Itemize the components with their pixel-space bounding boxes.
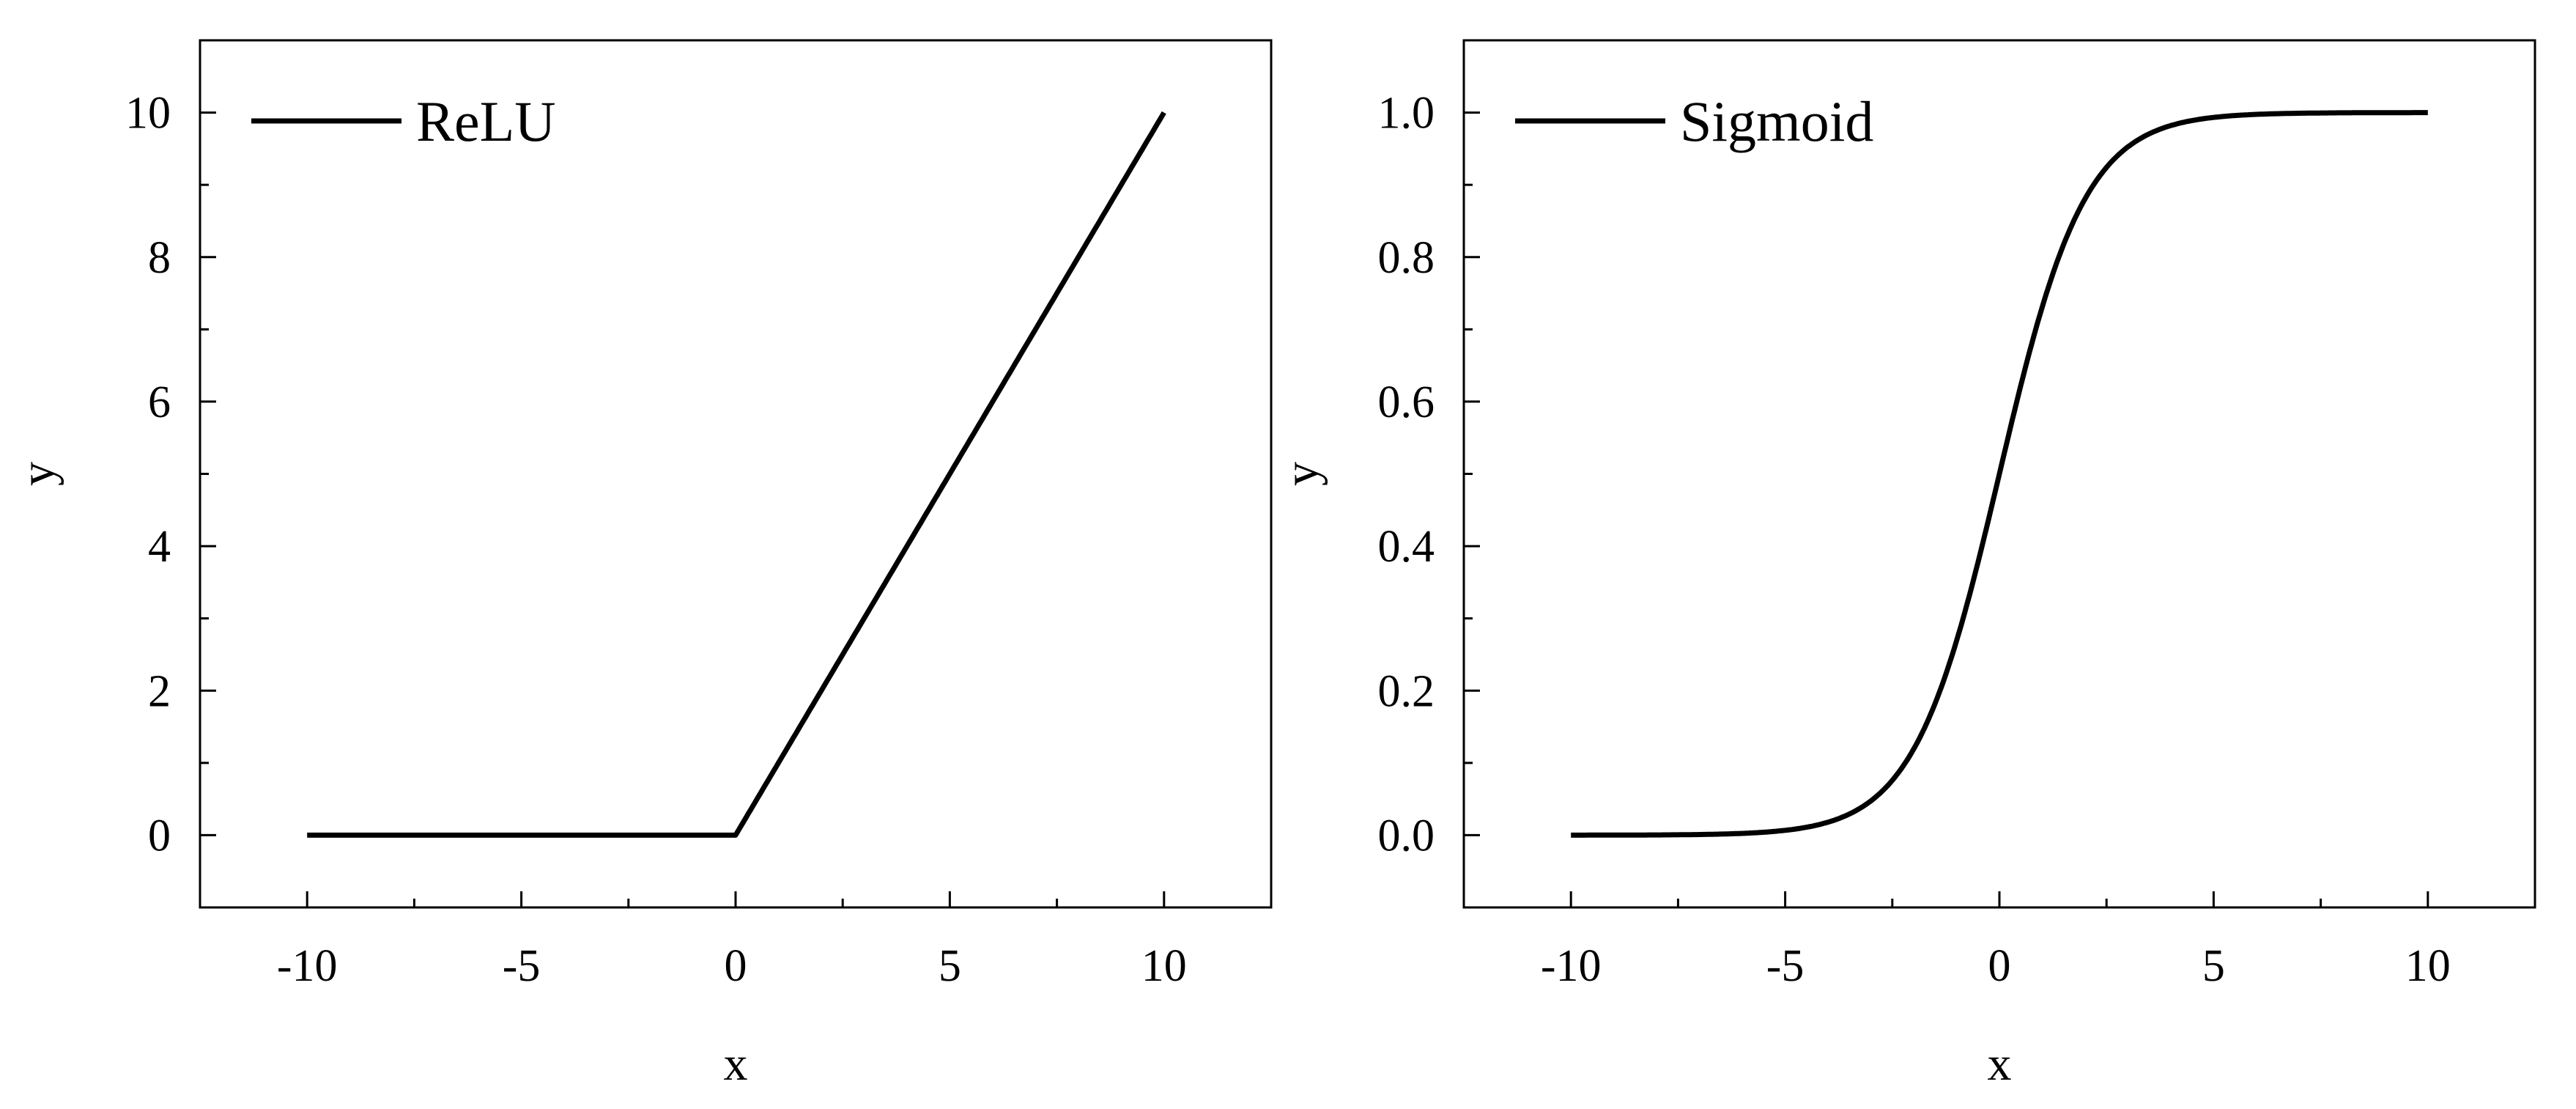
x-tick-label: -5 <box>1766 941 1805 991</box>
relu-panel: -10 -5 0 5 10 0 2 4 6 8 10 x y ReLU <box>11 39 1273 1091</box>
x-tick-label: -10 <box>1541 941 1602 991</box>
y-tick-label: 0.6 <box>1378 377 1435 427</box>
x-tick-label: 10 <box>1141 941 1187 991</box>
y-tick-label: 0 <box>148 811 171 861</box>
series-line-relu <box>306 111 1166 838</box>
y-tick-label: 0.2 <box>1378 666 1435 716</box>
y-tick-label: 6 <box>148 377 171 427</box>
legend-label: ReLU <box>416 89 556 153</box>
x-tick-label: 10 <box>2405 941 2451 991</box>
y-axis-label: y <box>1275 462 1328 486</box>
y-tick-label: 8 <box>148 233 171 283</box>
x-axis-label: x <box>724 1037 748 1091</box>
x-tick-label: 5 <box>939 941 961 991</box>
x-tick-label: 0 <box>725 941 747 991</box>
plot-frame <box>199 39 1273 909</box>
legend-label: Sigmoid <box>1680 89 1873 153</box>
x-tick-label: -5 <box>503 941 541 991</box>
y-axis-label: y <box>11 462 64 486</box>
sigmoid-panel: -10 -5 0 5 10 0.0 0.2 0.4 0.6 0.8 1.0 x y Sigmoid <box>1275 39 2536 1091</box>
x-axis-label: x <box>1988 1037 2012 1091</box>
x-tick-label: 0 <box>1988 941 2011 991</box>
y-tick-label: 1.0 <box>1378 89 1435 139</box>
y-tick-label: 0.4 <box>1378 522 1435 572</box>
y-tick-label: 10 <box>125 89 171 139</box>
y-tick-label: 4 <box>148 522 171 572</box>
series-line-sigmoid <box>1570 110 2429 838</box>
x-tick-label: -10 <box>277 941 338 991</box>
y-tick-label: 2 <box>148 666 171 716</box>
y-tick-label: 0.0 <box>1378 811 1435 861</box>
x-tick-label: 5 <box>2202 941 2225 991</box>
y-tick-label: 0.8 <box>1378 233 1435 283</box>
